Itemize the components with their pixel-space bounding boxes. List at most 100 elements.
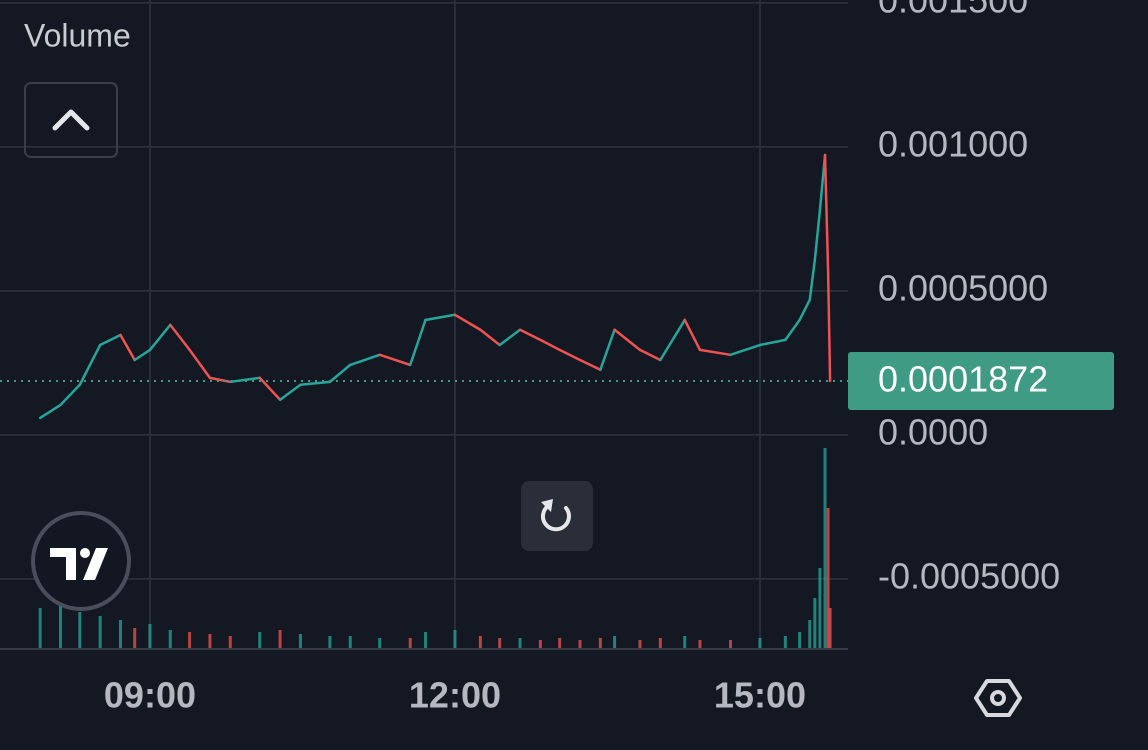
- x-tick-label: 12:00: [409, 675, 501, 716]
- price-segment: [578, 358, 602, 372]
- volume-bar: [658, 638, 662, 648]
- price-segment: [813, 208, 822, 262]
- volume-bar: [423, 632, 427, 648]
- price-segment: [599, 328, 616, 372]
- volume-bar: [148, 624, 152, 648]
- price-segment: [823, 153, 830, 272]
- y-tick-label: 0.0005000: [878, 267, 1048, 308]
- volume-bar: [453, 630, 457, 648]
- price-segment: [408, 318, 427, 367]
- volume-bar: [478, 636, 482, 648]
- volume-bar: [698, 640, 702, 648]
- price-segment: [348, 353, 381, 367]
- volume-bar: [38, 608, 42, 648]
- volume-bar: [813, 598, 817, 648]
- price-segment: [328, 363, 352, 384]
- volume-bar: [133, 628, 137, 648]
- price-segment: [424, 313, 457, 322]
- volume-bar: [188, 632, 192, 648]
- price-segment: [729, 343, 762, 357]
- tradingview-logo[interactable]: [31, 511, 131, 611]
- last-price-box: [848, 351, 1114, 410]
- volume-bar: [328, 636, 332, 648]
- price-segment: [148, 323, 172, 352]
- volume-bar: [118, 620, 122, 648]
- volume-bar: [558, 638, 562, 648]
- price-segment: [518, 328, 542, 342]
- volume-bar: [298, 634, 302, 648]
- price-segment: [798, 298, 812, 322]
- price-segment: [659, 318, 686, 362]
- collapse-button[interactable]: [24, 82, 118, 158]
- price-segment: [119, 333, 136, 362]
- y-tick-label: 0.0000: [878, 411, 988, 452]
- price-segment: [683, 318, 702, 352]
- price-segment: [539, 338, 561, 352]
- price-segment: [258, 376, 282, 401]
- volume-bar: [228, 636, 232, 648]
- volume-bar: [278, 630, 282, 648]
- settings-hexagon[interactable]: [974, 679, 1022, 717]
- price-segment: [78, 343, 102, 387]
- reset-icon-arrow: [541, 499, 553, 512]
- price-segment: [229, 376, 262, 384]
- price-segment: [208, 376, 232, 384]
- logo-slash: [83, 548, 108, 580]
- price-segment: [638, 348, 662, 362]
- volume-bar: [208, 634, 212, 648]
- price-segment: [784, 318, 801, 342]
- reset-icon: [540, 504, 571, 532]
- volume-bar: [683, 636, 687, 648]
- volume-bar: [498, 638, 502, 648]
- volume-bar: [758, 638, 762, 648]
- logo-dot: [80, 548, 90, 558]
- price-segment: [479, 328, 501, 347]
- last-price-label: 0.0001872: [878, 358, 1048, 399]
- volume-bar: [728, 640, 732, 648]
- volume-bar: [798, 632, 802, 648]
- x-tick-label: 09:00: [104, 675, 196, 716]
- volume-bar: [408, 638, 412, 648]
- price-segment: [278, 383, 302, 401]
- y-tick-label: 0.001500: [878, 0, 1028, 20]
- volume-label: Volume: [24, 17, 131, 53]
- volume-bar: [518, 638, 522, 648]
- price-segment: [808, 258, 817, 302]
- y-tick-label: 0.001000: [878, 123, 1028, 164]
- price-segment: [698, 348, 732, 357]
- settings-button[interactable]: [974, 679, 1022, 717]
- price-segment: [613, 328, 642, 352]
- volume-bar: [258, 632, 262, 648]
- price-segment: [98, 333, 122, 347]
- price-segment: [38, 403, 62, 420]
- volume-bar: [828, 608, 832, 648]
- volume-bar: [613, 636, 617, 648]
- reset-button-frame[interactable]: [521, 481, 593, 551]
- volume-bar: [348, 636, 352, 648]
- volume-bar: [598, 638, 602, 648]
- volume-bar: [378, 638, 382, 648]
- price-segment: [188, 348, 212, 380]
- reset-button[interactable]: [521, 481, 593, 551]
- price-segment: [133, 348, 152, 362]
- logo-mark: [50, 548, 76, 580]
- price-segment: [299, 380, 332, 387]
- x-tick-label: 15:00: [714, 675, 806, 716]
- price-segment: [59, 383, 82, 407]
- logo-circle[interactable]: [31, 511, 131, 611]
- volume-bar: [826, 508, 830, 648]
- volume-bar: [578, 640, 582, 648]
- price-segment: [558, 348, 582, 362]
- collapse-button-frame[interactable]: [24, 82, 118, 158]
- price-segment: [169, 323, 191, 352]
- volume-bars: [38, 448, 832, 648]
- price-line: [38, 153, 832, 420]
- volume-bar: [78, 612, 82, 648]
- volume-bar: [58, 604, 62, 648]
- grid: [0, 0, 848, 648]
- volume-bar: [823, 448, 827, 648]
- y-tick-label: -0.0005000: [878, 555, 1060, 596]
- price-segment: [378, 353, 412, 367]
- price-segment: [453, 313, 482, 332]
- volume-bar: [808, 620, 812, 648]
